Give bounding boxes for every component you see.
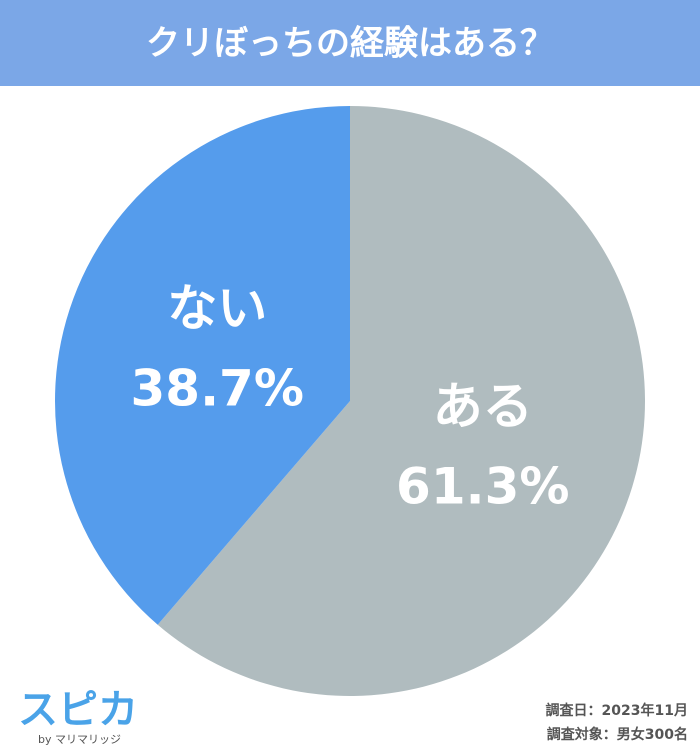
value-label: 38.7% — [130, 359, 303, 417]
note: 調査日：2023年11月 — [546, 702, 688, 719]
value-label: 61.3% — [396, 458, 569, 516]
logo-by: by マリマリッジ — [38, 733, 121, 746]
slice-label: ある — [433, 378, 533, 436]
logo: スピカ — [18, 687, 138, 733]
pie-slice — [55, 106, 350, 625]
slice-label: ない — [167, 279, 267, 337]
pie-slice — [157, 106, 646, 696]
note: 調査対象：男女300名 — [547, 726, 688, 743]
chart-title: クリぼっちの経験はある？ — [146, 24, 554, 64]
title-bar — [0, 0, 700, 86]
